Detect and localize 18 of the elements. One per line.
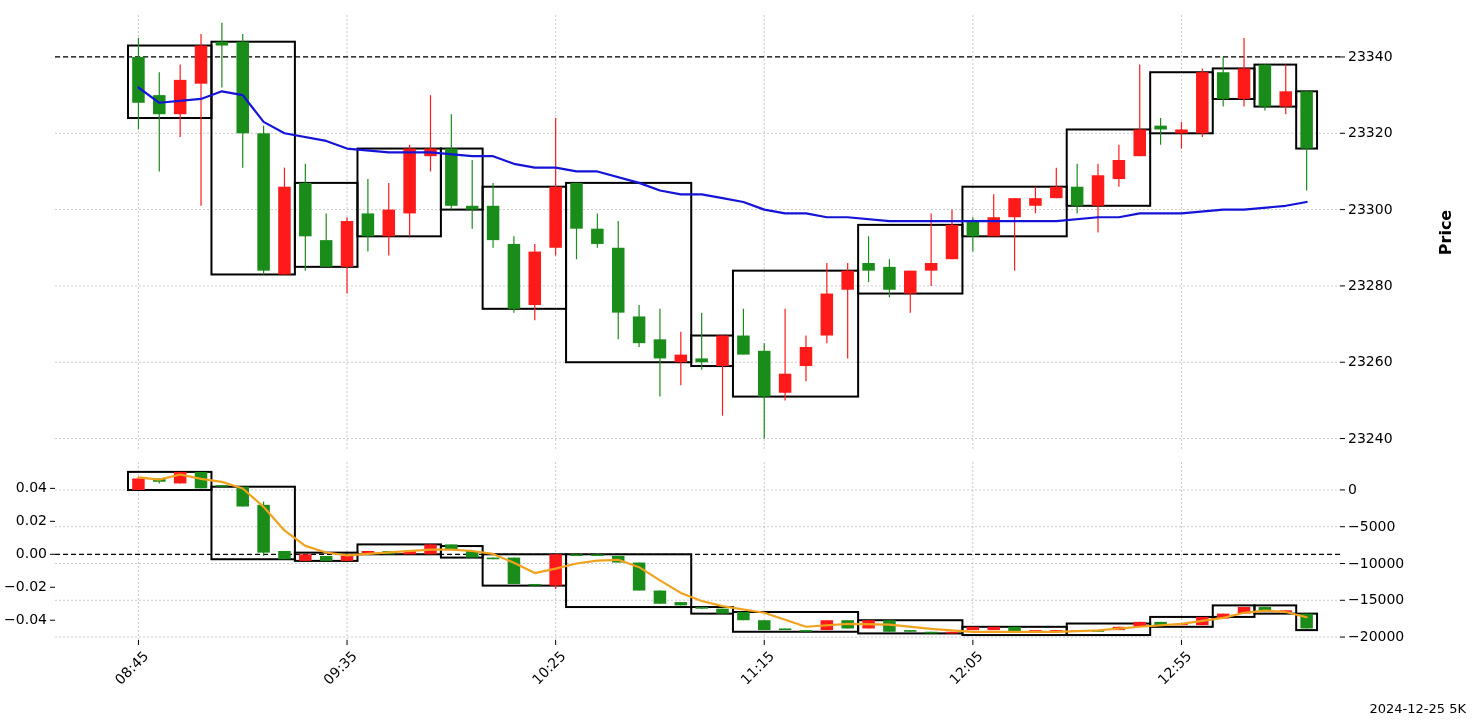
y-tick-label: 23340 bbox=[1348, 47, 1393, 64]
y-tick-label: 0.00 bbox=[15, 545, 47, 562]
y-tick-label: 0.04 bbox=[15, 479, 48, 496]
y-tick-label: 23300 bbox=[1348, 200, 1393, 217]
y2-tick-label: −15000 bbox=[1348, 591, 1405, 608]
y-tick-label: 23240 bbox=[1348, 429, 1393, 446]
y2-tick-label: −10000 bbox=[1348, 554, 1405, 571]
y-axis-title: Price bbox=[1435, 209, 1455, 256]
y2-tick-label: 0 bbox=[1348, 480, 1357, 497]
y-tick-label: 23280 bbox=[1348, 276, 1393, 293]
y-tick-label: 23320 bbox=[1348, 124, 1393, 141]
y-tick-label: 23260 bbox=[1348, 353, 1393, 370]
y-tick-label: −0.02 bbox=[4, 578, 47, 595]
y2-tick-label: −20000 bbox=[1348, 628, 1405, 645]
y-tick-label: 0.02 bbox=[15, 512, 47, 529]
y2-tick-label: −5000 bbox=[1348, 517, 1396, 534]
text: 2024-12-25 5K bbox=[1369, 701, 1467, 716]
y-tick-label: −0.04 bbox=[4, 611, 48, 628]
